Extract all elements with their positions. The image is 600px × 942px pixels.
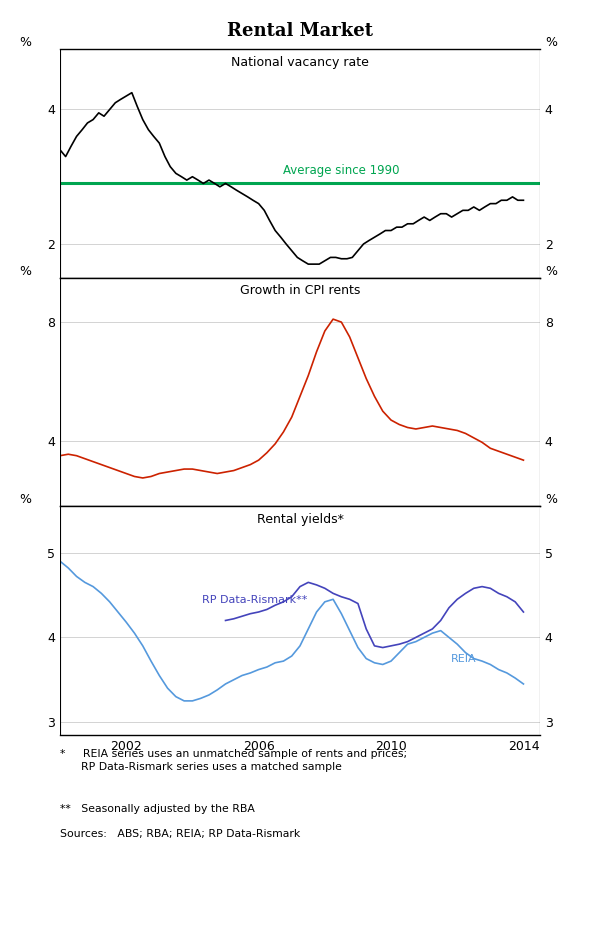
- Text: National vacancy rate: National vacancy rate: [231, 56, 369, 69]
- Text: %: %: [545, 36, 557, 49]
- Text: Rental Market: Rental Market: [227, 22, 373, 40]
- Text: Sources:   ABS; RBA; REIA; RP Data-Rismark: Sources: ABS; RBA; REIA; RP Data-Rismark: [60, 829, 300, 839]
- Text: %: %: [19, 36, 31, 49]
- Text: RP Data-Rismark**: RP Data-Rismark**: [202, 595, 308, 605]
- Text: REIA: REIA: [451, 654, 476, 663]
- Text: Average since 1990: Average since 1990: [283, 164, 400, 177]
- Text: *     REIA series uses an unmatched sample of rents and prices;
      RP Data-Ri: * REIA series uses an unmatched sample o…: [60, 749, 407, 772]
- Text: Rental yields*: Rental yields*: [257, 513, 343, 526]
- Text: %: %: [19, 265, 31, 278]
- Text: %: %: [19, 494, 31, 506]
- Text: Growth in CPI rents: Growth in CPI rents: [240, 284, 360, 298]
- Text: %: %: [545, 494, 557, 506]
- Text: **   Seasonally adjusted by the RBA: ** Seasonally adjusted by the RBA: [60, 804, 255, 814]
- Text: %: %: [545, 265, 557, 278]
